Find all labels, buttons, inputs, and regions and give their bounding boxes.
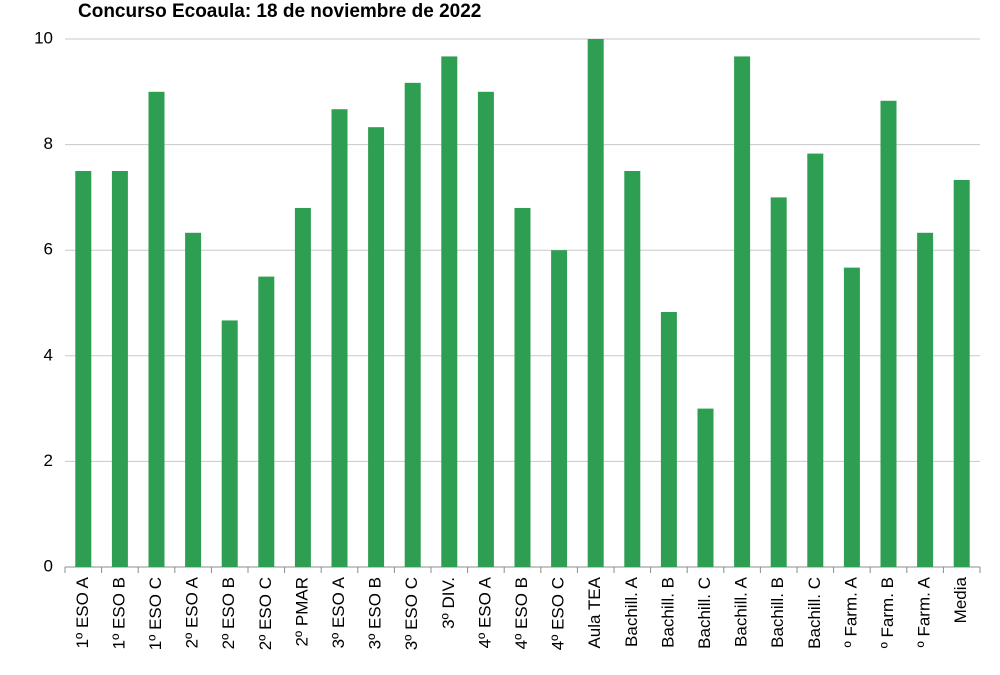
x-tick-label: 2º ESO A	[183, 576, 202, 648]
bar	[917, 232, 934, 567]
bar	[551, 250, 568, 567]
x-tick-label: 3º ESO A	[329, 576, 348, 648]
x-tick-label: 4º ESO A	[475, 576, 494, 648]
x-tick-label: Bachill. A	[622, 576, 641, 647]
y-tick-label: 2	[44, 451, 53, 470]
y-tick-label: 4	[44, 345, 53, 364]
x-tick-label: 3º DIV.	[439, 577, 458, 629]
chart-title: Concurso Ecoaula: 18 de noviembre de 202…	[78, 1, 481, 22]
y-tick-label: 8	[44, 134, 53, 153]
x-tick-label: 2º PMAR	[292, 577, 311, 647]
bar	[477, 91, 494, 568]
x-tick-label: Bachill. A	[732, 576, 751, 647]
bar	[148, 91, 165, 568]
x-tick-label: Bachill. C	[805, 577, 824, 649]
bar	[185, 232, 202, 567]
bar	[734, 56, 751, 567]
bar	[514, 207, 531, 567]
bar	[660, 311, 677, 567]
x-tick-label: 2º ESO C	[256, 577, 275, 650]
x-tick-label: Bachill. B	[768, 577, 787, 648]
x-tick-label: º Farm. A	[841, 576, 860, 647]
x-tick-label: 1º ESO B	[109, 577, 128, 649]
bar	[441, 56, 458, 567]
bar	[843, 267, 860, 567]
x-tick-label: Bachill. C	[695, 577, 714, 649]
bar	[953, 179, 970, 567]
bar	[624, 171, 641, 567]
bar	[294, 207, 311, 567]
bar	[368, 127, 385, 568]
bar	[75, 171, 92, 567]
y-tick-label: 6	[44, 240, 53, 259]
x-tick-label: 4º ESO C	[549, 577, 568, 650]
x-tick-label: 1º ESO A	[73, 576, 92, 648]
y-tick-label: 0	[44, 556, 53, 575]
bar	[807, 153, 824, 568]
x-tick-label: º Farm. B	[878, 577, 897, 648]
x-tick-label: Bachill. B	[658, 577, 677, 648]
y-tick-label: 10	[34, 28, 53, 47]
bar	[770, 197, 787, 567]
bar	[587, 39, 604, 567]
bar	[880, 100, 897, 567]
x-tick-label: 3º ESO C	[402, 577, 421, 650]
x-tick-label: 4º ESO B	[512, 577, 531, 649]
bar	[331, 109, 348, 567]
bar	[258, 276, 275, 567]
x-tick-label: 2º ESO B	[219, 577, 238, 649]
bar	[221, 320, 238, 567]
x-tick-label: 1º ESO C	[146, 577, 165, 650]
x-tick-label: Media	[951, 576, 970, 623]
x-tick-label: Aula TEA	[585, 576, 604, 648]
bar	[111, 171, 128, 567]
x-tick-label: 3º ESO B	[366, 577, 385, 649]
bar	[697, 408, 714, 567]
bar	[404, 82, 421, 567]
x-tick-label: º Farm. A	[915, 576, 934, 647]
